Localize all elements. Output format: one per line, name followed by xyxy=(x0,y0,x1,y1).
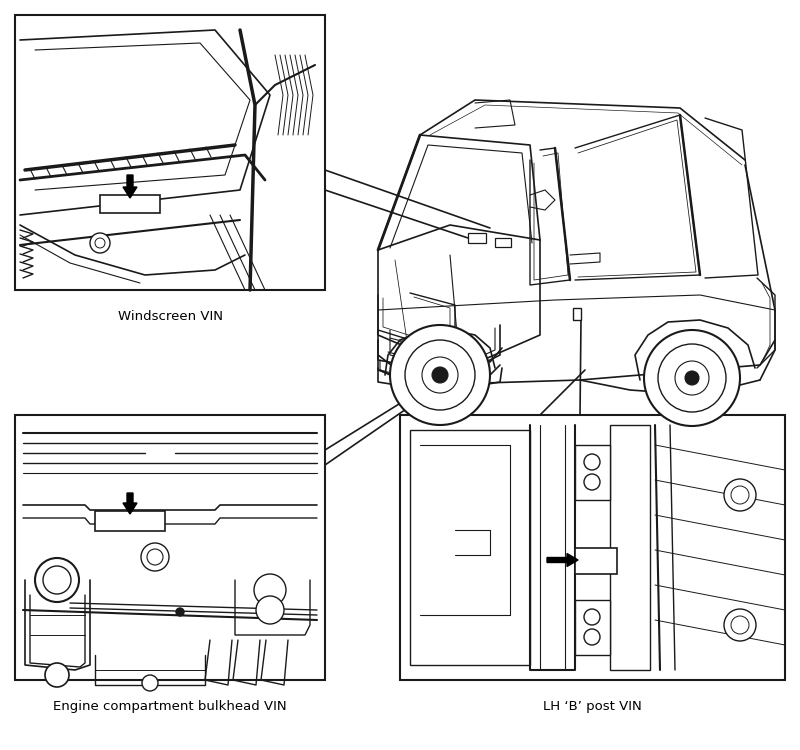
Circle shape xyxy=(95,238,105,248)
Circle shape xyxy=(254,574,286,606)
Polygon shape xyxy=(123,493,137,514)
Circle shape xyxy=(658,344,726,412)
Bar xyxy=(15,415,325,680)
Circle shape xyxy=(584,454,600,470)
Circle shape xyxy=(644,330,740,426)
Polygon shape xyxy=(123,175,137,198)
Bar xyxy=(400,415,785,680)
Circle shape xyxy=(35,558,79,602)
Circle shape xyxy=(724,609,756,641)
Circle shape xyxy=(43,566,71,594)
Bar xyxy=(95,511,165,531)
Bar xyxy=(410,430,530,665)
Circle shape xyxy=(584,629,600,645)
Text: LH ‘B’ post VIN: LH ‘B’ post VIN xyxy=(543,700,642,713)
Bar xyxy=(100,195,160,213)
Circle shape xyxy=(675,361,709,395)
Bar xyxy=(495,238,511,247)
Circle shape xyxy=(147,549,163,565)
Bar xyxy=(575,445,610,500)
Text: Engine compartment bulkhead VIN: Engine compartment bulkhead VIN xyxy=(53,700,287,713)
Circle shape xyxy=(256,596,284,624)
Circle shape xyxy=(584,609,600,625)
Bar xyxy=(15,15,325,290)
Bar xyxy=(610,425,650,670)
Bar xyxy=(575,548,617,574)
Circle shape xyxy=(724,479,756,511)
Circle shape xyxy=(432,367,448,383)
Circle shape xyxy=(405,340,475,410)
Text: Windscreen VIN: Windscreen VIN xyxy=(118,310,222,323)
Circle shape xyxy=(176,608,184,616)
Circle shape xyxy=(422,357,458,393)
Circle shape xyxy=(141,543,169,571)
Circle shape xyxy=(731,616,749,634)
Bar xyxy=(575,600,610,655)
Circle shape xyxy=(390,325,490,425)
Circle shape xyxy=(142,675,158,691)
Circle shape xyxy=(584,474,600,490)
Circle shape xyxy=(685,371,699,385)
Circle shape xyxy=(90,233,110,253)
Circle shape xyxy=(731,486,749,504)
Polygon shape xyxy=(547,554,578,566)
Circle shape xyxy=(45,663,69,687)
Bar xyxy=(573,308,581,320)
Bar xyxy=(468,233,486,243)
